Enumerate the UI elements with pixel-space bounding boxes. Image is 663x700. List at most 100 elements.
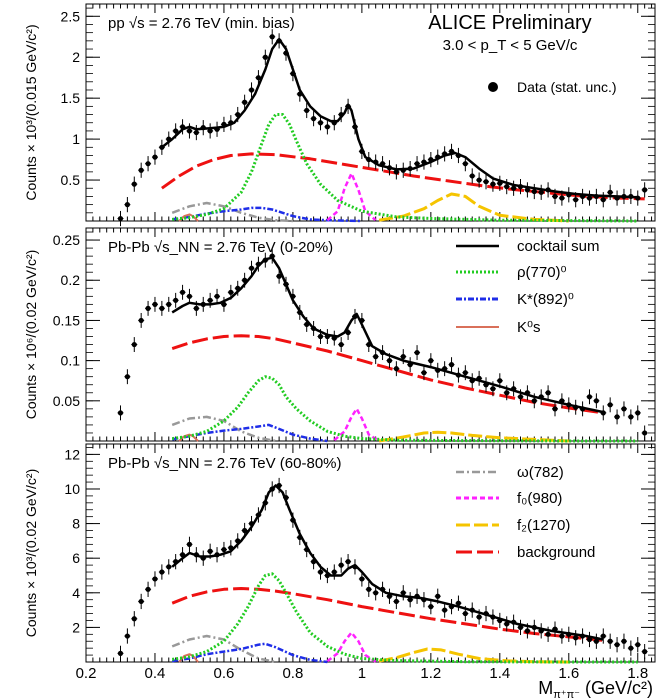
data-point	[538, 628, 544, 634]
data-point	[173, 297, 179, 303]
data-point	[469, 607, 475, 613]
data-point	[359, 148, 365, 154]
data-point	[193, 305, 199, 311]
panel-2: 2 4 6 8 10 12 Counts × 10³/(0.02 GeV/c²) Pb-Pb …	[23, 443, 656, 664]
legend-rho-label: ρ(770)⁰	[517, 264, 567, 281]
data-point	[628, 193, 634, 200]
legend-data-entry: Data (stat. unc.)	[488, 79, 617, 95]
data-point	[269, 253, 275, 259]
data-point	[262, 257, 268, 263]
curve-k0s	[178, 653, 199, 663]
legend-f0-label: f₀(980)	[517, 490, 562, 507]
data-point	[352, 564, 358, 570]
data-point	[359, 317, 365, 324]
data-point	[379, 586, 386, 592]
data-point	[442, 607, 448, 613]
data-point	[579, 406, 586, 412]
data-point	[173, 128, 179, 134]
data-point	[173, 559, 179, 565]
data-point	[276, 38, 282, 44]
data-point	[352, 124, 358, 130]
data-point	[138, 598, 144, 605]
data-point	[504, 621, 510, 627]
curve-f2	[378, 430, 569, 443]
data-point	[138, 317, 144, 324]
data-point	[386, 358, 393, 364]
data-point	[242, 99, 248, 105]
data-point	[559, 633, 565, 639]
data-point	[269, 34, 275, 40]
data-point	[552, 626, 558, 632]
x-tick-label: 1.4	[489, 665, 510, 682]
x-axis-title-units: (GeV/c²)	[580, 678, 653, 698]
data-point	[407, 597, 413, 603]
data-point	[221, 121, 227, 127]
data-point	[235, 111, 241, 118]
data-point	[166, 564, 172, 570]
data-point	[159, 305, 165, 311]
data-point	[421, 159, 427, 165]
data-point	[269, 486, 275, 492]
y-tick-label: 1.5	[61, 90, 81, 106]
data-point	[324, 572, 330, 579]
data-point	[117, 650, 124, 656]
data-point	[600, 197, 606, 203]
legend-cocktail-label: cocktail sum	[517, 238, 600, 255]
y-tick-label: 0.5	[61, 172, 81, 188]
data-point	[276, 482, 282, 489]
y-tick-label: 0.1	[61, 353, 81, 369]
data-point	[186, 128, 193, 134]
data-point	[621, 638, 627, 644]
data-point	[221, 546, 227, 553]
chart-panels: 0.5 1 1.5 2 2.5 Counts × 10³/(0.015 GeV/c²) pp…	[23, 3, 656, 682]
data-point	[600, 633, 606, 639]
y-tick-label: 0.25	[53, 232, 80, 248]
x-axis-title-sub: π⁺π⁻	[553, 689, 580, 700]
panel-1: 0.05 0.1 0.15 0.2 0.25 Counts × 10⁶/(0.02 GeV…	[23, 227, 656, 443]
data-point	[614, 414, 620, 420]
data-point	[483, 382, 489, 388]
legend-rho-entry: ρ(770)⁰	[456, 264, 567, 281]
data-point	[221, 301, 227, 307]
curve-rho	[172, 113, 638, 223]
data-point	[366, 341, 372, 348]
curve-cocktail	[171, 484, 604, 641]
data-point	[421, 597, 427, 603]
data-point	[207, 128, 213, 134]
data-point	[214, 552, 220, 558]
curve-background	[171, 587, 604, 642]
data-point	[193, 552, 199, 558]
data-point	[207, 297, 213, 303]
data-point	[517, 624, 524, 630]
legend-kstar-label: K*(892)⁰	[517, 291, 574, 308]
data-point	[573, 404, 579, 410]
data-point	[400, 167, 406, 173]
panel-frame	[85, 3, 656, 222]
data-point	[559, 398, 565, 404]
data-point	[393, 169, 399, 175]
data-point	[566, 631, 572, 637]
data-point	[642, 430, 648, 436]
data-point	[586, 195, 593, 201]
data-point	[462, 161, 468, 167]
data-point	[545, 390, 551, 396]
data-point	[490, 614, 496, 620]
data-point	[366, 156, 372, 163]
data-point	[607, 638, 613, 644]
data-point	[131, 616, 137, 622]
x-axis-title-main: M	[538, 678, 553, 698]
data-point	[497, 378, 503, 384]
data-point	[338, 562, 344, 568]
y-tick-label: 0.15	[53, 312, 80, 328]
data-point	[428, 604, 434, 610]
data-point	[152, 154, 158, 160]
data-point	[628, 414, 634, 420]
data-point	[462, 370, 468, 376]
data-point	[159, 144, 165, 150]
data-point	[242, 527, 248, 534]
y-tick-label: 2.5	[61, 8, 81, 24]
data-point	[566, 402, 572, 408]
y-tick-label: 2	[72, 619, 80, 635]
data-point	[476, 614, 482, 620]
curve-background	[171, 334, 604, 415]
